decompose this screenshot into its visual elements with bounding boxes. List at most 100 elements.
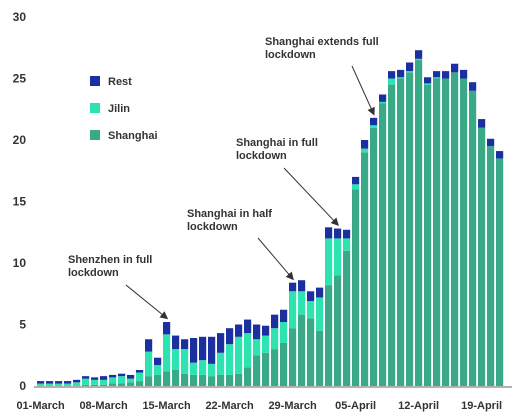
- bar-segment-jilin: [217, 352, 225, 375]
- bar-segment-rest: [478, 119, 486, 128]
- bar-segment-jilin: [415, 58, 423, 61]
- annotation: Shanghai in full lockdown: [236, 137, 339, 227]
- bar-segment-shanghai: [379, 103, 387, 386]
- bar-segment-shanghai: [208, 376, 216, 386]
- bar-segment-rest: [127, 374, 135, 379]
- x-tick-label: 08-March: [79, 400, 128, 412]
- bar-stack: [415, 50, 423, 387]
- bar-segment-jilin: [334, 238, 342, 276]
- bar-segment-jilin: [352, 184, 360, 190]
- bar-segment-rest: [244, 319, 252, 334]
- bar-segment-rest: [235, 324, 243, 337]
- bar-segment-rest: [109, 374, 117, 378]
- bar-segment-rest: [406, 62, 414, 72]
- bar-segment-shanghai: [136, 381, 144, 386]
- bar-segment-shanghai: [487, 146, 495, 386]
- bar-stack: [478, 119, 486, 386]
- bar-segment-jilin: [325, 238, 333, 286]
- bar-segment-jilin: [154, 365, 162, 375]
- bar-stack: [370, 117, 378, 386]
- bar-segment-rest: [361, 140, 369, 149]
- bar-stack: [253, 324, 261, 386]
- bar-segment-jilin: [190, 362, 198, 375]
- bar-segment-rest: [415, 50, 423, 59]
- bar-segment-jilin: [46, 383, 54, 386]
- bar-segment-jilin: [82, 378, 90, 385]
- bar-segment-rest: [172, 335, 180, 350]
- bar-stack: [82, 376, 90, 386]
- bar-segment-jilin: [244, 333, 252, 368]
- bar-stack: [118, 373, 126, 386]
- bar-segment-shanghai: [253, 355, 261, 386]
- bar-segment-rest: [397, 69, 405, 78]
- bar-groups: [37, 50, 504, 387]
- bar-segment-jilin: [379, 101, 387, 104]
- bar-segment-jilin: [91, 379, 99, 385]
- bar-stack: [406, 62, 414, 386]
- bar-segment-rest: [226, 328, 234, 345]
- bar-segment-rest: [388, 71, 396, 79]
- bar-segment-rest: [199, 336, 207, 361]
- bar-segment-jilin: [100, 379, 108, 385]
- bar-segment-rest: [280, 309, 288, 323]
- bar-stack: [172, 335, 180, 386]
- bar-segment-shanghai: [469, 90, 477, 387]
- x-tick-label: 12-April: [398, 400, 439, 412]
- bar-stack: [442, 71, 450, 386]
- bar-segment-rest: [46, 381, 54, 384]
- bar-segment-jilin: [388, 78, 396, 85]
- bar-segment-rest: [424, 77, 432, 84]
- bar-segment-rest: [208, 336, 216, 364]
- bar-segment-shanghai: [280, 342, 288, 386]
- bar-stack: [379, 94, 387, 386]
- bar-stack: [181, 339, 189, 386]
- bar-segment-rest: [460, 69, 468, 79]
- bar-stack: [325, 227, 333, 386]
- annotation-text: Shenzhen in full lockdown: [68, 254, 152, 279]
- bar-stack: [397, 69, 405, 386]
- bar-segment-shanghai: [109, 383, 117, 386]
- bar-segment-shanghai: [127, 382, 135, 386]
- bar-segment-shanghai: [100, 384, 108, 386]
- bar-stack: [460, 69, 468, 386]
- bar-segment-jilin: [271, 328, 279, 350]
- bar-segment-shanghai: [217, 374, 225, 386]
- bar-stack: [244, 319, 252, 386]
- bar-segment-jilin: [37, 383, 45, 386]
- bar-stack: [361, 140, 369, 386]
- bar-stack: [100, 376, 108, 386]
- annotation: Shenzhen in full lockdown: [68, 254, 169, 320]
- bar-segment-jilin: [424, 83, 432, 85]
- y-tick-label: 20: [13, 133, 27, 147]
- bar-stack: [190, 338, 198, 386]
- legend-item: Rest: [90, 76, 132, 88]
- bar-segment-jilin: [289, 291, 297, 329]
- bar-stack: [298, 280, 306, 386]
- bar-stack: [469, 82, 477, 387]
- x-tick-label: 22-March: [205, 400, 254, 412]
- bar-segment-jilin: [73, 382, 81, 386]
- bar-stack: [424, 77, 432, 387]
- bar-segment-rest: [298, 280, 306, 292]
- legend-swatch: [90, 76, 100, 86]
- bar-segment-shanghai: [190, 374, 198, 386]
- bar-segment-rest: [190, 338, 198, 363]
- bar-segment-rest: [253, 324, 261, 340]
- bar-segment-shanghai: [181, 373, 189, 386]
- bar-segment-jilin: [208, 363, 216, 377]
- bar-segment-rest: [451, 63, 459, 73]
- bar-stack: [433, 71, 441, 386]
- bar-segment-shanghai: [397, 78, 405, 386]
- bar-segment-rest: [289, 282, 297, 292]
- bar-segment-jilin: [280, 322, 288, 343]
- x-tick-label: 19-April: [461, 400, 502, 412]
- bar-segment-jilin: [253, 339, 261, 356]
- y-axis-ticks: 0 5 10 15 20 25 30: [13, 10, 27, 393]
- bar-stack: [64, 381, 72, 386]
- bar-stack: [271, 314, 279, 386]
- bar-stack: [496, 151, 504, 386]
- bar-stack: [316, 287, 324, 386]
- legend-label: Jilin: [108, 103, 130, 115]
- annotation: Shanghai in half lockdown: [187, 208, 294, 281]
